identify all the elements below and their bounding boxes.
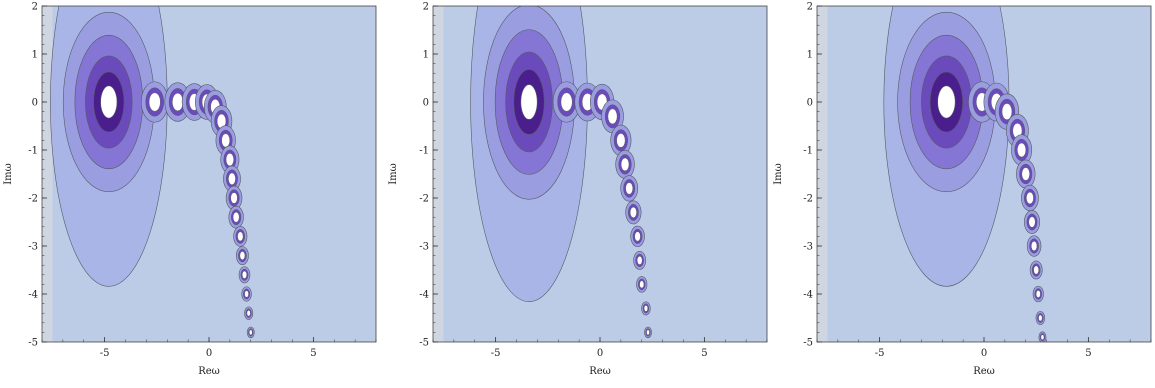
pole-point <box>607 108 618 125</box>
pole-point <box>171 92 184 112</box>
pole-point <box>228 172 236 185</box>
x-axis-label: Reω <box>589 366 611 377</box>
y-tick-label: 1 <box>807 50 813 61</box>
pole-point <box>625 182 634 195</box>
pole-point <box>620 157 630 172</box>
pole-point <box>634 231 641 242</box>
y-tick-label: -5 <box>803 338 813 349</box>
pole-point <box>148 92 161 112</box>
y-axis-label: Imω <box>773 163 784 185</box>
y-tick-label: 0 <box>807 98 813 109</box>
pole-point <box>1040 334 1045 340</box>
contour-edge-band <box>433 6 444 342</box>
y-tick-label: -3 <box>28 242 38 253</box>
pole-point <box>1017 142 1027 158</box>
pole-point <box>1021 167 1030 181</box>
pole-point <box>1030 240 1038 252</box>
y-tick-label: -4 <box>28 290 38 301</box>
pole-point <box>237 231 244 242</box>
y-tick-label: -1 <box>419 146 429 157</box>
contour-panel-3: 2 1 0 -1 -2 -3 -4 -5 -5 0 5 Reω Imω <box>773 2 1152 377</box>
y-axis-label: Imω <box>3 163 14 185</box>
y-tick-label: -4 <box>419 290 429 301</box>
contour-panel-2: 2 1 0 -1 -2 -3 -4 -5 -5 0 5 Reω Imω <box>388 2 768 377</box>
y-tick-label: -3 <box>803 242 813 253</box>
contour-field <box>433 6 767 342</box>
x-tick-label: -5 <box>875 348 885 359</box>
pole-point <box>1035 290 1041 298</box>
y-tick-label: 2 <box>807 2 813 13</box>
pole-point <box>636 255 643 265</box>
pole-point <box>560 92 573 112</box>
y-tick-label: 1 <box>32 50 38 61</box>
contour-edge-band <box>817 6 828 342</box>
contour-field <box>817 6 1151 342</box>
pole-point <box>1038 314 1043 322</box>
y-tick-label: -5 <box>419 338 429 349</box>
x-tick-label: -5 <box>491 348 501 359</box>
pole-point <box>1001 103 1013 121</box>
pole-point <box>230 192 238 204</box>
y-tick-label: -3 <box>419 242 429 253</box>
y-tick-label: -2 <box>28 194 38 205</box>
pole-point <box>232 211 240 223</box>
pole-point <box>239 251 246 261</box>
x-tick-label: 0 <box>206 348 212 359</box>
x-tick-label: 5 <box>1085 348 1091 359</box>
x-axis-label: Reω <box>198 366 220 377</box>
y-tick-label: 1 <box>423 50 429 61</box>
contour-level-6 <box>520 84 538 120</box>
y-tick-label: 2 <box>32 2 38 13</box>
y-tick-label: 0 <box>32 98 38 109</box>
pole-point <box>225 153 234 167</box>
y-tick-label: -4 <box>803 290 813 301</box>
y-tick-label: -2 <box>419 194 429 205</box>
x-tick-label: -5 <box>100 348 110 359</box>
x-tick-label: 0 <box>981 348 987 359</box>
y-axis-label: Imω <box>388 163 399 185</box>
pole-point <box>1026 191 1034 205</box>
pole-point <box>248 329 253 336</box>
y-tick-label: -2 <box>803 194 813 205</box>
x-axis-label: Reω <box>973 366 995 377</box>
pole-point <box>246 310 251 317</box>
y-tick-label: 2 <box>423 2 429 13</box>
y-tick-label: 0 <box>423 98 429 109</box>
pole-point <box>643 305 649 312</box>
pole-point <box>639 280 645 289</box>
contour-field <box>42 6 376 342</box>
pole-point <box>616 133 626 148</box>
y-tick-label: -1 <box>28 146 38 157</box>
contour-panel-1: 2 1 0 -1 -2 -3 -4 -5 -5 0 5 Reω Imω <box>3 2 377 377</box>
x-tick-label: 5 <box>310 348 316 359</box>
x-tick-label: 0 <box>597 348 603 359</box>
pole-point <box>1028 216 1036 228</box>
pole-point <box>221 133 231 148</box>
contour-edge-band <box>42 6 53 342</box>
pole-point <box>629 206 637 218</box>
y-tick-label: -1 <box>803 146 813 157</box>
pole-point <box>244 290 249 298</box>
pole-point <box>1033 265 1040 275</box>
pole-point <box>241 270 248 279</box>
y-tick-label: -5 <box>28 338 38 349</box>
pole-point <box>646 329 650 336</box>
contour-level-6 <box>937 85 956 119</box>
contour-level-6 <box>100 85 118 119</box>
x-tick-label: 5 <box>701 348 707 359</box>
